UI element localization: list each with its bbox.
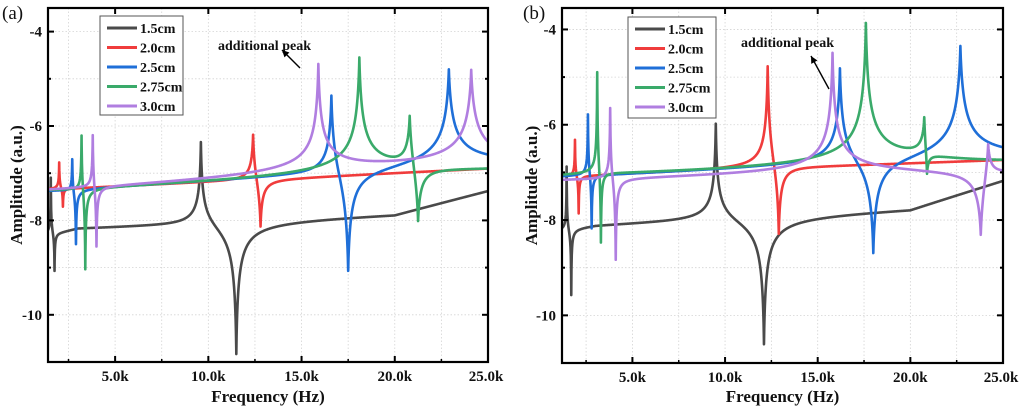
series-line-3-0cm	[562, 51, 1003, 262]
chart-panel-b: 5.0k 10.0k 15.0k 20.0k 25.0k -4 -6 -8 -10 Frequen…	[522, 3, 1019, 406]
x-tick-label: 15.0k	[800, 370, 835, 386]
legend-label: 3.0cm	[668, 101, 704, 116]
annotation: additional peak	[741, 36, 834, 90]
series-group	[562, 21, 1003, 346]
y-tick-label: -6	[544, 118, 557, 134]
legend-label: 2.0cm	[668, 43, 704, 58]
x-tick-label: 5.0k	[619, 370, 647, 386]
y-tick-label: -10	[536, 308, 556, 324]
legend: 1.5cm 2.0cm 2.5cm 2.75cm 3.0cm	[627, 16, 717, 119]
grid	[48, 8, 488, 362]
x-axis-title: Frequency (Hz)	[211, 387, 324, 406]
x-tick-label: 20.0k	[893, 370, 928, 386]
legend-label: 2.0cm	[140, 42, 176, 57]
x-axis-title: Frequency (Hz)	[726, 387, 839, 406]
annotation: additional peak	[218, 39, 311, 69]
y-axis-title: Amplitude (a.u.)	[7, 125, 26, 244]
y-axis-title: Amplitude (a.u.)	[522, 126, 541, 245]
annotation-text: additional peak	[218, 39, 311, 54]
legend-label: 3.0cm	[140, 100, 176, 115]
legend-label: 2.75cm	[140, 81, 183, 96]
x-tick-label: 10.0k	[708, 370, 743, 386]
legend: 1.5cm 2.0cm 2.5cm 2.75cm 3.0cm	[99, 15, 184, 116]
chart-panel-a: 5.0k 10.0k 15.0k 20.0k 25.0k -4 -6 -8 -10 Frequen…	[2, 3, 504, 406]
annotation-arrow-head	[811, 56, 818, 64]
legend-label: 2.75cm	[668, 82, 711, 97]
x-tick-label: 10.0k	[191, 369, 226, 385]
legend-label: 2.5cm	[140, 61, 176, 76]
series-line-3-0cm	[48, 62, 488, 248]
x-tick-label: 15.0k	[284, 369, 319, 385]
legend-label: 1.5cm	[140, 22, 176, 37]
series-line-1-5cm	[48, 140, 488, 356]
x-tick-label: 5.0k	[102, 369, 130, 385]
y-tick-label: -8	[544, 213, 557, 229]
x-tick-label: 25.0k	[469, 369, 504, 385]
y-tick-label: -8	[30, 213, 43, 229]
legend-label: 1.5cm	[668, 23, 704, 38]
y-tick-label: -6	[30, 119, 43, 135]
annotation-text: additional peak	[741, 36, 834, 51]
y-tick-label: -4	[544, 22, 557, 38]
panel-label: (b)	[523, 3, 545, 24]
panel-label: (a)	[2, 3, 23, 24]
axes-frame	[46, 6, 490, 364]
axes-frame	[560, 6, 1005, 365]
x-tick-label: 25.0k	[984, 370, 1019, 386]
annotation-arrow-head	[282, 50, 290, 58]
series-line-2-75cm	[562, 21, 1003, 244]
series-line-2-0cm	[48, 133, 488, 228]
y-tick-label: -10	[22, 308, 42, 324]
legend-label: 2.5cm	[668, 62, 704, 77]
series-group	[48, 56, 488, 356]
series-line-1-5cm	[562, 122, 1003, 346]
y-tick-label: -4	[30, 25, 43, 41]
x-tick-label: 20.0k	[377, 369, 412, 385]
